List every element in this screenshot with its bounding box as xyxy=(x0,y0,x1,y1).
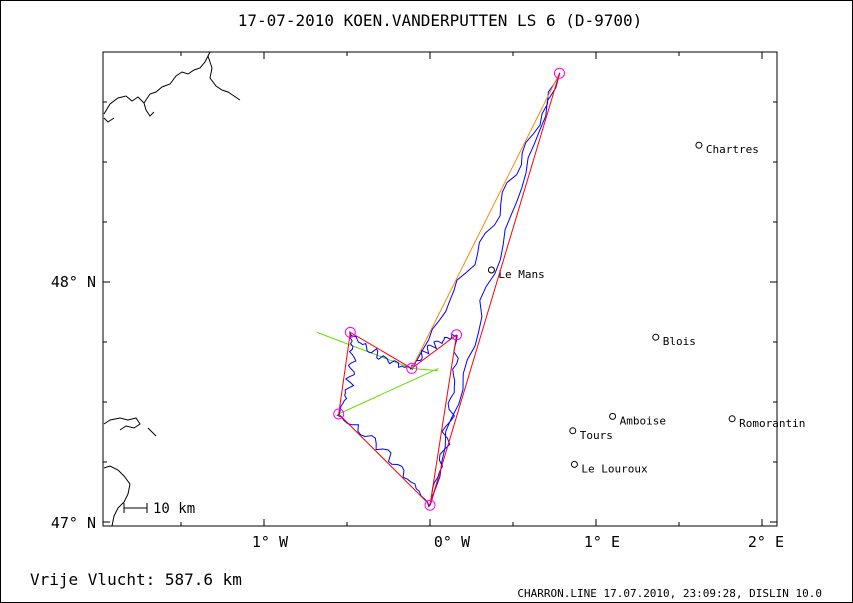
sector-line xyxy=(338,367,439,415)
coastline-north xyxy=(103,51,241,123)
x-tick-label-0w: 0° W xyxy=(434,533,471,551)
turnpoint-markers xyxy=(333,67,565,511)
distance-label: Vrije Vlucht: 587.6 km xyxy=(30,570,242,589)
plot-border xyxy=(102,51,778,527)
city-markers: Chartres Le Mans Blois Amboise Romorantin Tou… xyxy=(487,141,805,475)
route-leg xyxy=(338,413,431,506)
axis-ticks xyxy=(103,52,777,526)
city-marker: Romorantin xyxy=(728,415,805,430)
city-marker: Le Mans xyxy=(487,266,545,281)
city-dot xyxy=(487,266,495,274)
flight-track xyxy=(336,72,561,508)
sector-line xyxy=(316,331,412,369)
city-dot xyxy=(569,427,577,435)
x-tick-label-1w: 1° W xyxy=(252,533,289,551)
turnpoint-marker xyxy=(406,362,418,374)
scale-bar: 10 km xyxy=(123,501,195,517)
city-marker: Amboise xyxy=(609,412,666,427)
city-marker: Le Louroux xyxy=(570,460,648,475)
route-leg xyxy=(350,331,412,369)
city-label: Chartres xyxy=(706,143,759,156)
city-marker: Tours xyxy=(569,427,613,442)
city-dot xyxy=(728,415,736,423)
city-dot xyxy=(570,460,578,468)
x-tick-label-2e: 2° E xyxy=(748,533,784,551)
coastline xyxy=(103,51,241,527)
credit-label: CHARRON.LINE 17.07.2010, 23:09:28, DISLI… xyxy=(517,587,822,600)
city-dot xyxy=(609,412,617,420)
city-label: Amboise xyxy=(620,414,666,427)
city-label: Romorantin xyxy=(739,417,805,430)
turnpoint-marker xyxy=(424,499,436,511)
route-leg xyxy=(429,334,458,506)
coastline-south xyxy=(103,417,157,527)
route-lines xyxy=(338,72,560,506)
flight-title: 17-07-2010 KOEN.VANDERPUTTEN LS 6 (D-970… xyxy=(238,11,643,30)
city-marker: Blois xyxy=(652,333,696,348)
scale-bar-label: 10 km xyxy=(153,501,195,517)
city-label: Blois xyxy=(663,335,696,348)
route-leg xyxy=(429,73,560,506)
city-label: Le Louroux xyxy=(581,462,648,475)
turnpoint-marker xyxy=(333,408,345,420)
route-leg xyxy=(411,72,560,369)
route-leg xyxy=(338,332,351,415)
city-label: Tours xyxy=(580,429,613,442)
turnpoint-marker xyxy=(344,326,356,338)
x-tick-label-1e: 1° E xyxy=(584,533,620,551)
turnpoint-marker xyxy=(553,67,565,79)
sector-lines xyxy=(316,331,439,415)
city-dot xyxy=(652,333,660,341)
turnpoint-marker xyxy=(451,329,463,341)
y-tick-label-47n: 47° N xyxy=(51,514,96,532)
y-tick-label-48n: 48° N xyxy=(51,273,96,291)
city-marker: Chartres xyxy=(695,141,759,156)
city-dot xyxy=(695,141,703,149)
route-leg xyxy=(411,334,457,369)
city-label: Le Mans xyxy=(498,268,544,281)
